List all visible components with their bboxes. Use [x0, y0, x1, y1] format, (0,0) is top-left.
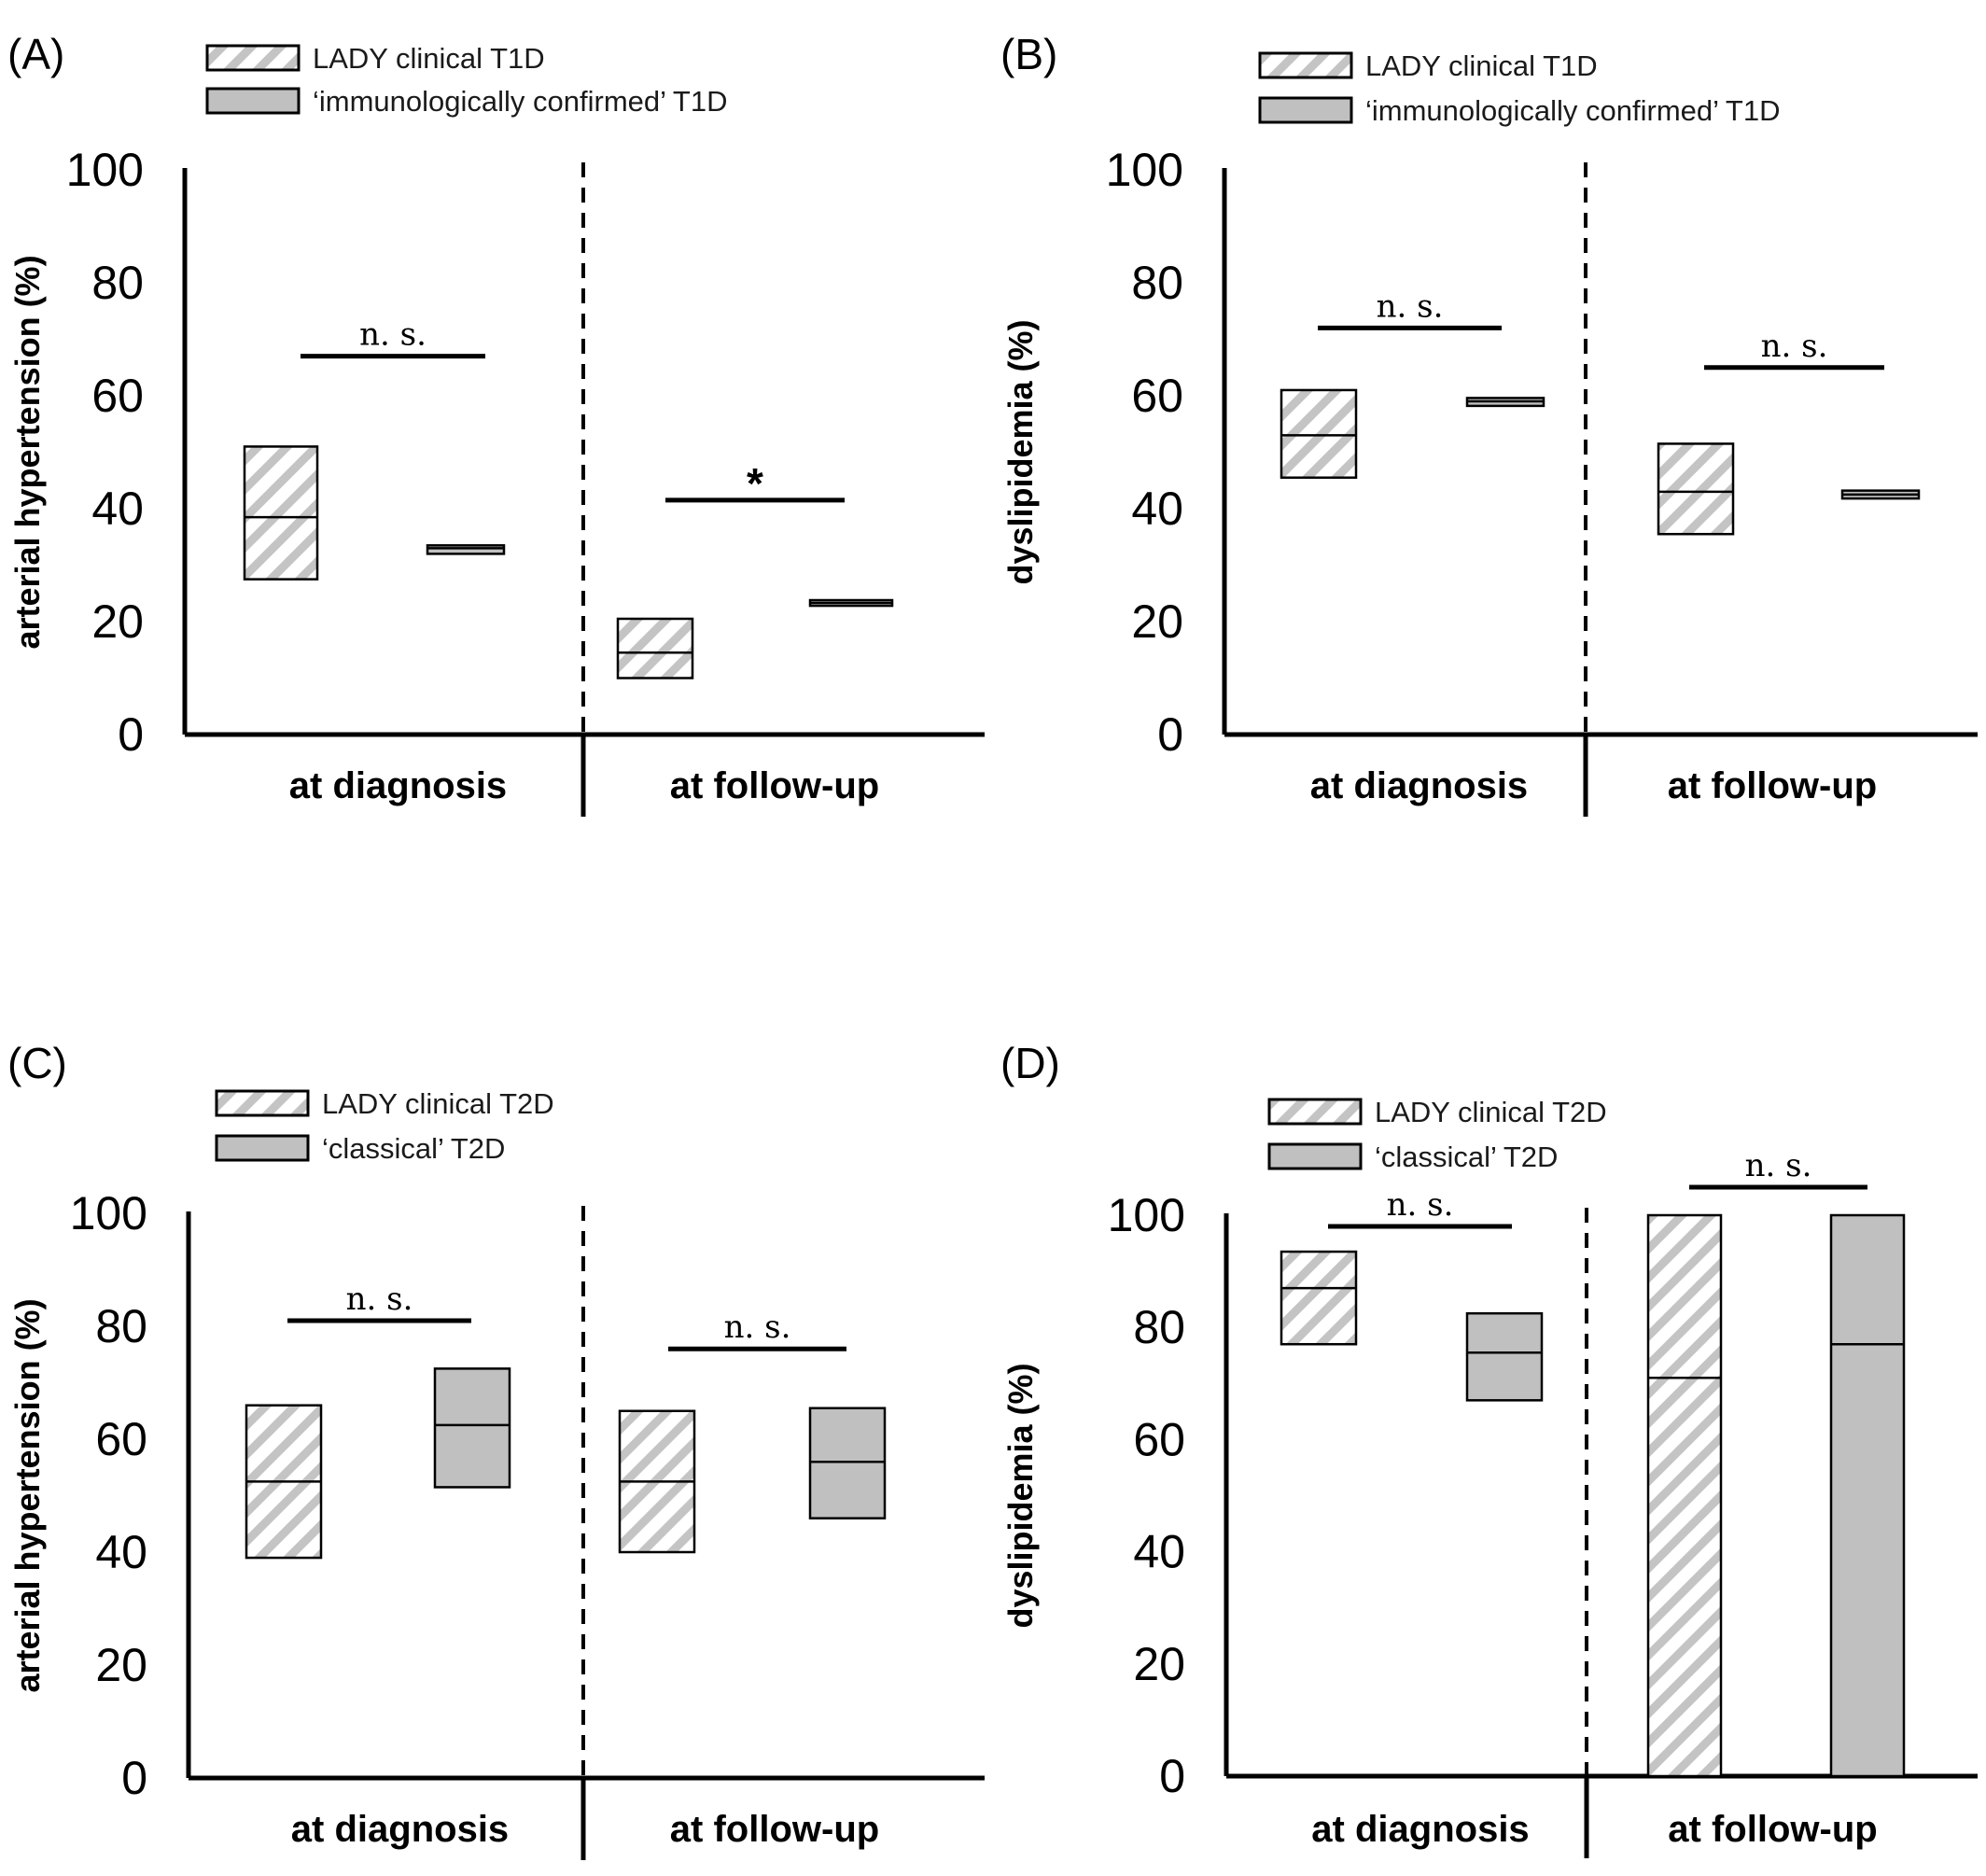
y-tick-label: 40 [95, 1526, 147, 1578]
box-lady-diagnosis [243, 445, 319, 581]
category-label: at diagnosis [289, 765, 507, 806]
category-label: at diagnosis [1310, 765, 1528, 806]
legend-swatch-2 [1258, 96, 1353, 124]
y-axis-title: arterial hypertension (%) [8, 1298, 47, 1692]
legend-label-1: LADY clinical T2D [322, 1087, 554, 1120]
legend-swatch-1 [1258, 51, 1353, 79]
y-tick-label: 20 [1131, 595, 1183, 648]
legend-swatch-2 [1267, 1142, 1363, 1170]
significance-label: n. s. [346, 1281, 413, 1318]
box-lady-followup [1646, 1213, 1723, 1778]
box-reference-diagnosis [1465, 1311, 1544, 1402]
category-label: at follow-up [1668, 1809, 1877, 1850]
y-tick-label: 20 [95, 1639, 147, 1691]
y-tick-label: 20 [91, 595, 144, 648]
legend-swatch-1 [215, 1089, 310, 1117]
chart-svg: (A) LADY clinical T1D ‘immunologically con… [7, 30, 985, 817]
box-lady-followup [616, 617, 694, 679]
chart-panel-a: (A) LADY clinical T1D ‘immunologically con… [0, 0, 993, 938]
significance-label: n. s. [1387, 1186, 1454, 1224]
chart-svg: (D) LADY clinical T2D ‘classical’ T2D 0 20 40… [1000, 1039, 1978, 1858]
legend-swatch-1 [205, 44, 301, 72]
box-lady-followup [1657, 442, 1735, 536]
y-tick-label: 100 [66, 144, 144, 196]
y-tick-label: 40 [1133, 1526, 1185, 1578]
y-tick-label: 80 [95, 1300, 147, 1352]
y-tick-label: 80 [1133, 1301, 1185, 1353]
y-axis-title: arterial hypertension (%) [8, 255, 47, 649]
y-tick-label: 0 [118, 708, 144, 761]
box-reference-diagnosis [426, 544, 506, 555]
chart-panel-b: (B) LADY clinical T1D ‘immunologically con… [993, 0, 1986, 938]
significance-label: * [747, 459, 763, 508]
y-tick-label: 80 [91, 257, 144, 309]
panel-letter: (A) [7, 30, 64, 78]
legend-label-1: LADY clinical T2D [1375, 1096, 1607, 1128]
legend-label-2: ‘immunologically confirmed’ T1D [313, 85, 728, 118]
y-tick-label: 0 [1159, 1750, 1185, 1802]
y-tick-label: 100 [1106, 144, 1183, 196]
chart-panel-d: (D) LADY clinical T2D ‘classical’ T2D 0 20 40… [993, 938, 1986, 1876]
y-axis-title: dyslipidemia (%) [1001, 319, 1040, 584]
panel-letter: (C) [7, 1039, 67, 1087]
legend-swatch-1 [1267, 1098, 1363, 1126]
y-axis-title: dyslipidemia (%) [1001, 1363, 1040, 1628]
category-label: at diagnosis [291, 1809, 509, 1850]
legend-label-2: ‘immunologically confirmed’ T1D [1365, 94, 1781, 127]
y-tick-label: 40 [1131, 483, 1183, 535]
legend-swatch-2 [205, 87, 301, 115]
y-tick-label: 60 [95, 1413, 147, 1465]
significance-label: n. s. [1377, 287, 1444, 325]
category-label: at follow-up [670, 1809, 879, 1850]
y-tick-label: 60 [1133, 1413, 1185, 1465]
significance-label: n. s. [359, 316, 427, 354]
category-label: at follow-up [670, 765, 879, 806]
y-tick-label: 20 [1133, 1638, 1185, 1690]
y-tick-label: 0 [1157, 708, 1183, 761]
chart-panel-c: (C) LADY clinical T2D ‘classical’ T2D 0 20 40… [0, 938, 993, 1876]
y-tick-label: 100 [1108, 1189, 1185, 1241]
significance-label: n. s. [724, 1309, 791, 1346]
chart-svg: (C) LADY clinical T2D ‘classical’ T2D 0 20 40… [7, 1039, 985, 1860]
y-tick-label: 0 [121, 1752, 147, 1804]
box-reference-followup [1829, 1213, 1906, 1778]
category-label: at diagnosis [1311, 1809, 1529, 1850]
legend-label-2: ‘classical’ T2D [322, 1132, 505, 1165]
y-tick-label: 60 [1131, 370, 1183, 422]
box-lady-diagnosis [1280, 1250, 1358, 1346]
significance-label: n. s. [1761, 328, 1828, 365]
legend-label-1: LADY clinical T1D [313, 42, 545, 75]
box-reference-diagnosis [433, 1367, 511, 1489]
box-lady-diagnosis [1280, 388, 1358, 479]
box-reference-followup [808, 1407, 887, 1519]
panel-letter: (D) [1000, 1039, 1060, 1087]
chart-svg: (B) LADY clinical T1D ‘immunologically con… [1000, 30, 1978, 817]
panel-letter: (B) [1000, 30, 1057, 78]
y-tick-label: 80 [1131, 257, 1183, 309]
y-tick-label: 40 [91, 483, 144, 535]
y-tick-label: 100 [70, 1187, 147, 1239]
significance-label: n. s. [1745, 1147, 1812, 1184]
y-tick-label: 60 [91, 370, 144, 422]
legend-label-2: ‘classical’ T2D [1375, 1141, 1558, 1173]
legend-swatch-2 [215, 1134, 310, 1162]
legend-label-1: LADY clinical T1D [1365, 49, 1598, 82]
category-label: at follow-up [1668, 765, 1877, 806]
